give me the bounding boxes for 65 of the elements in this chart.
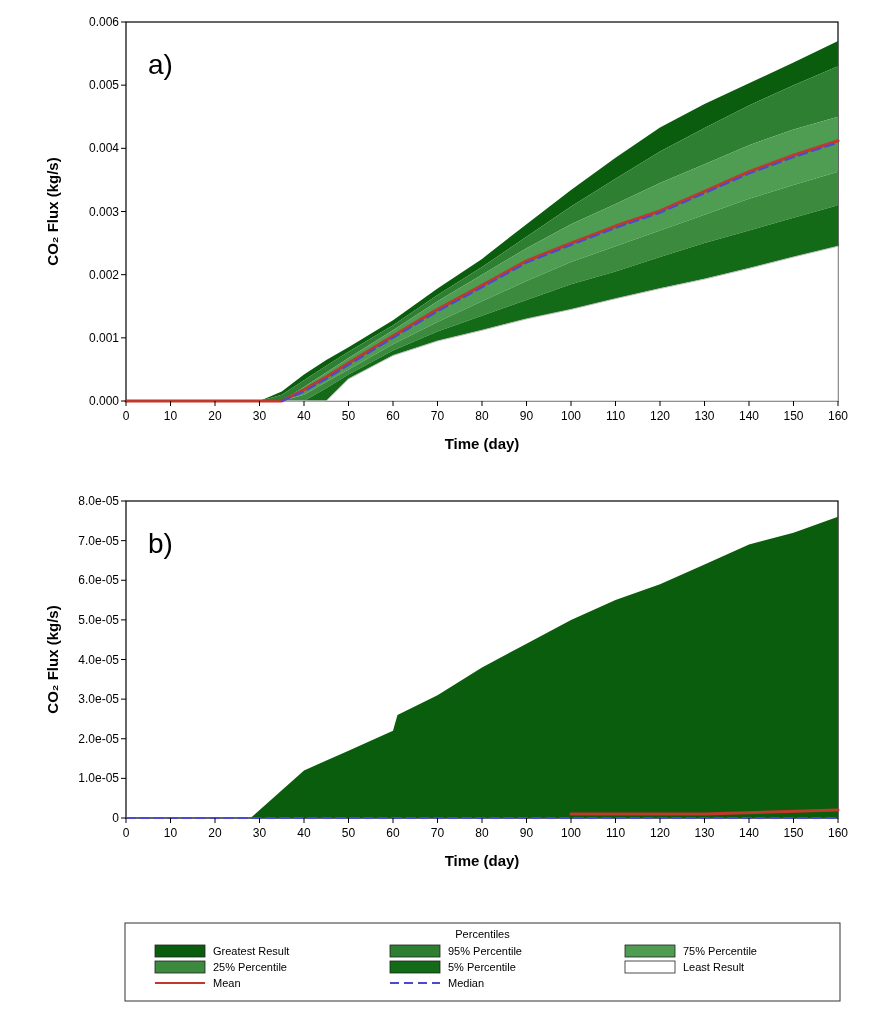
x-tick-label: 130 [694, 409, 715, 423]
x-tick-label: 140 [738, 826, 760, 840]
x-tick-label: 60 [386, 826, 400, 840]
legend-label: 25% Percentile [213, 961, 287, 973]
x-tick-label: 160 [827, 409, 849, 423]
y-tick-label: 0.003 [88, 204, 120, 219]
x-tick-label: 150 [783, 409, 804, 423]
y-tick-label: 0.000 [88, 394, 120, 408]
x-tick-label: 80 [475, 409, 489, 423]
x-tick-label: 70 [430, 409, 445, 423]
x-tick-label: 90 [519, 409, 534, 423]
legend-label: Median [448, 977, 485, 989]
x-tick-label: 70 [430, 826, 445, 840]
y-tick-label: 0.006 [88, 15, 120, 29]
y-tick-label: 0.002 [88, 267, 120, 282]
x-tick-label: 100 [560, 409, 582, 423]
legend-label: Least Result [683, 961, 745, 973]
y-axis-title: CO₂ Flux (kg/s) [44, 605, 61, 714]
x-axis-title: Time (day) [444, 435, 520, 452]
x-tick-label: 50 [341, 409, 356, 423]
legend-title: Percentiles [455, 928, 511, 940]
annotation: b) [148, 528, 173, 559]
x-tick-label: 20 [208, 826, 222, 840]
legend-label: 5% Percentile [448, 961, 516, 973]
legend-label: 75% Percentile [683, 945, 757, 957]
y-tick-label: 0 [112, 811, 120, 825]
x-tick-label: 100 [560, 826, 582, 840]
y-tick-label: 8.0e-05 [78, 494, 120, 508]
x-tick-label: 120 [649, 409, 671, 423]
x-tick-label: 30 [252, 826, 267, 840]
x-tick-label: 50 [341, 826, 356, 840]
x-tick-label: 120 [649, 826, 671, 840]
x-tick-label: 40 [297, 409, 311, 423]
x-tick-label: 30 [252, 409, 267, 423]
y-tick-label: 6.0e-05 [78, 573, 120, 588]
x-tick-label: 20 [208, 409, 222, 423]
x-tick-label: 40 [297, 826, 311, 840]
x-axis-title: Time (day) [444, 852, 520, 869]
x-tick-label: 60 [386, 409, 400, 423]
y-tick-label: 3.0e-05 [78, 692, 120, 707]
x-tick-label: 90 [519, 826, 534, 840]
x-tick-label: 0 [122, 409, 130, 423]
annotation: a) [148, 49, 173, 80]
y-tick-label: 4.0e-05 [78, 652, 120, 667]
y-tick-label: 0.004 [88, 141, 120, 156]
y-tick-label: 7.0e-05 [78, 533, 120, 548]
y-tick-label: 0.005 [88, 78, 120, 93]
legend-label: Mean [213, 977, 241, 989]
x-tick-label: 110 [605, 409, 626, 423]
x-tick-label: 160 [827, 826, 849, 840]
y-tick-label: 2.0e-05 [78, 731, 120, 746]
x-tick-label: 130 [694, 826, 715, 840]
x-tick-label: 0 [122, 826, 130, 840]
x-tick-label: 150 [783, 826, 804, 840]
x-tick-label: 140 [738, 409, 760, 423]
y-tick-label: 5.0e-05 [78, 612, 120, 627]
y-tick-label: 0.001 [88, 330, 120, 345]
x-tick-label: 80 [475, 826, 489, 840]
x-tick-label: 10 [163, 409, 178, 423]
x-tick-label: 10 [163, 826, 178, 840]
legend-label: 95% Percentile [448, 945, 522, 957]
y-tick-label: 1.0e-05 [78, 771, 120, 786]
y-axis-title: CO₂ Flux (kg/s) [44, 157, 61, 266]
x-tick-label: 110 [605, 826, 626, 840]
legend-label: Greatest Result [213, 945, 290, 957]
